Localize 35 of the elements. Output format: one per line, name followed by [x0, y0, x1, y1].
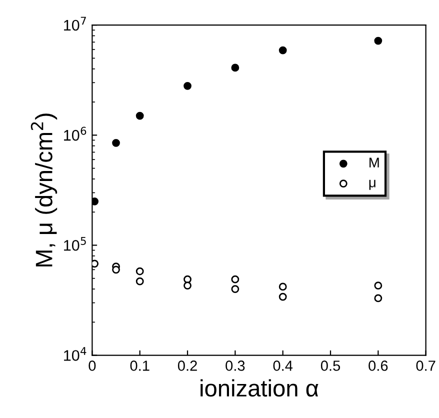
y-axis-title: M, μ (dyn/cm$^{2}$) — [30, 114, 58, 266]
x-axis-title: ionization α — [200, 379, 318, 397]
point — [184, 275, 192, 284]
point — [374, 36, 382, 45]
point — [374, 282, 382, 290]
point — [92, 260, 99, 268]
x-tick-label: 0.7 — [416, 360, 436, 371]
y-tick-label: 10$^{4}$ — [64, 347, 86, 361]
point — [136, 277, 144, 286]
y-tick-label: 10$^{7}$ — [64, 16, 86, 31]
x-tick-label: 0.5 — [320, 360, 340, 371]
point — [278, 282, 287, 291]
point — [112, 266, 120, 274]
point — [184, 282, 192, 290]
x-tick-label: 0.4 — [273, 360, 293, 371]
point — [231, 285, 240, 293]
point — [374, 294, 382, 302]
point — [278, 46, 287, 54]
point — [184, 82, 192, 90]
point — [136, 267, 144, 276]
legend-label: M — [370, 158, 379, 168]
x-tick-label: 0.2 — [178, 360, 197, 371]
x-tick-label: 0.6 — [368, 360, 388, 371]
point — [231, 275, 240, 284]
legend-label: μ — [369, 180, 376, 190]
point — [92, 197, 99, 206]
x-tick-label: 0.3 — [226, 360, 245, 371]
x-tick-label: 0 — [88, 360, 96, 371]
y-tick-label: 10$^{5}$ — [64, 237, 86, 251]
y-tick-label: 10$^{6}$ — [64, 126, 86, 141]
point — [112, 138, 120, 147]
point — [278, 292, 287, 301]
x-tick-label: 0.1 — [130, 360, 150, 371]
point — [231, 64, 240, 72]
point — [136, 112, 144, 120]
